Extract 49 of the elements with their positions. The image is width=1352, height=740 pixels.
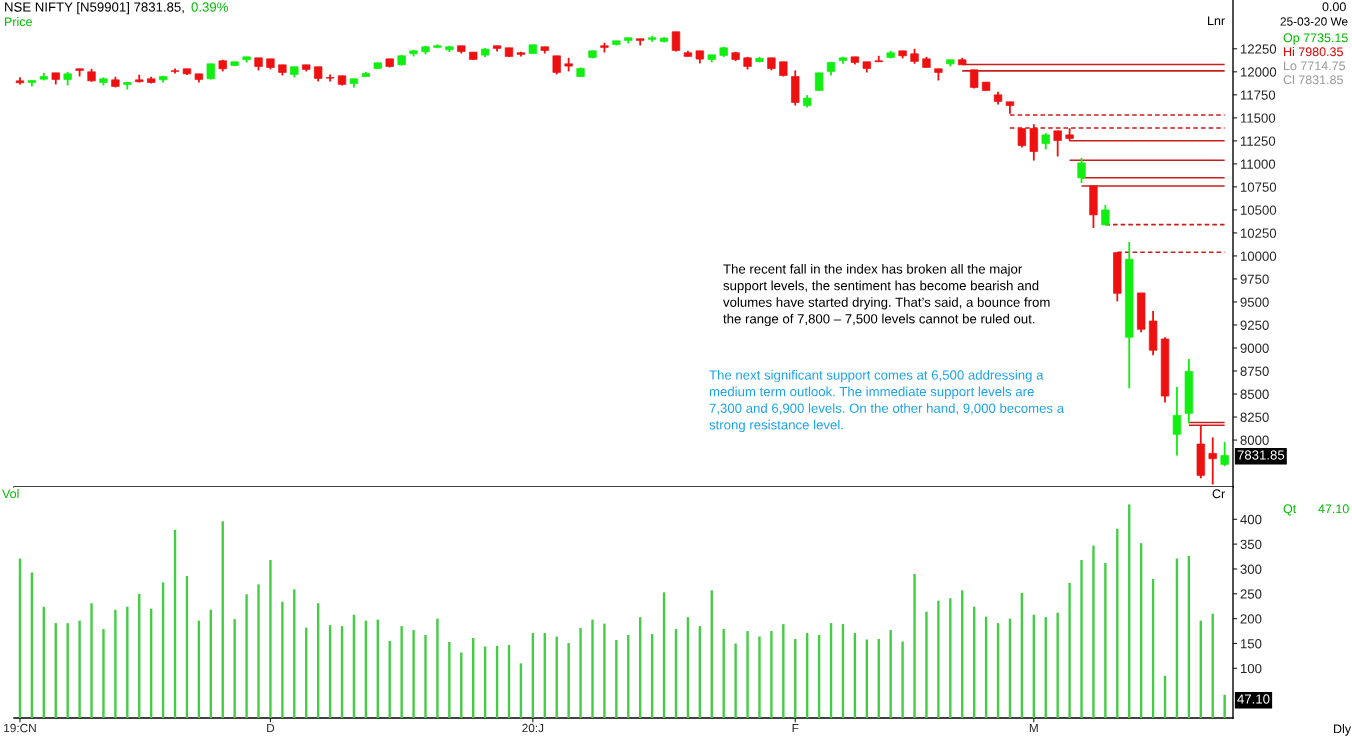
y-tick-label: 100: [1240, 663, 1262, 674]
y-tick-label: 9750: [1240, 274, 1269, 284]
y-tick-label: 11500: [1240, 113, 1276, 123]
y-tick-label: 11750: [1240, 90, 1276, 100]
y-tick-label: 10750: [1240, 182, 1277, 192]
y-tick-label: 300: [1240, 564, 1262, 574]
annotation: The next significant support comes at 6,500 addressing a medium term outlook. The immediate support levels are 7,300 and 6,900 levels. On the other hand, 9,000 becomes a strong resistance level.: [709, 370, 1065, 433]
annotation: Price: [5, 17, 32, 27]
y-tick-label: 150: [1240, 639, 1262, 649]
y-tick-label: 8000: [1240, 435, 1269, 445]
annotation: Cr: [1212, 489, 1225, 499]
text: 0.00: [1322, 2, 1346, 12]
annotation: Vol: [2, 489, 19, 499]
y-tick-label: 10250: [1240, 228, 1277, 238]
text: Qt: [1283, 504, 1297, 516]
y-tick-label: 9500: [1240, 297, 1269, 307]
x-tick-label: F: [792, 723, 799, 733]
y-tick-label: 10500: [1240, 205, 1277, 215]
y-tick-label: 350: [1240, 539, 1262, 550]
y-tick-label: 9000: [1240, 343, 1269, 353]
y-tick-label: 200: [1240, 614, 1262, 624]
text: 7831.85: [1237, 450, 1285, 460]
annotation: 0.39%: [191, 2, 228, 12]
y-tick-label: 12250: [1240, 44, 1277, 54]
y-tick-label: 400: [1240, 514, 1262, 525]
y-tick-label: 8750: [1240, 366, 1269, 376]
y-tick-label: 12000: [1240, 67, 1277, 77]
x-tick-label: D: [267, 723, 275, 733]
y-tick-label: 11000: [1240, 159, 1276, 169]
y-tick-label: 8500: [1240, 389, 1269, 399]
y-tick-label: 11250: [1240, 136, 1276, 146]
text: 47.10: [1237, 694, 1270, 704]
text: 25-03-20 We: [1280, 17, 1348, 26]
text: Hi 7980.35: [1284, 47, 1343, 57]
text: Op 7735.15: [1283, 33, 1348, 45]
y-tick-label: 250: [1240, 589, 1262, 599]
text: Lo 7714.75: [1284, 61, 1346, 71]
text: Dly: [1334, 724, 1352, 736]
chart-title: NSE NIFTY [N59901] 7831.85,: [5, 2, 184, 15]
y-tick-label: 8250: [1240, 412, 1269, 422]
x-tick-label: 20:J: [522, 723, 544, 733]
annotation: The recent fall in the index has broken all the major support levels, the sentiment has become bearish and volumes have started drying. That’s said, a bounce from the range of 7,800 – 7,500 levels cannot be ruled out.: [723, 264, 1050, 327]
x-tick-label: M: [1029, 723, 1038, 733]
y-tick-label: 10000: [1240, 251, 1277, 261]
text: 47.10: [1318, 504, 1349, 514]
y-tick-label: 9250: [1240, 320, 1269, 330]
x-tick-label: 19:CN: [4, 723, 36, 733]
annotation: Lnr: [1208, 16, 1225, 26]
text: Cl 7831.85: [1283, 75, 1343, 85]
